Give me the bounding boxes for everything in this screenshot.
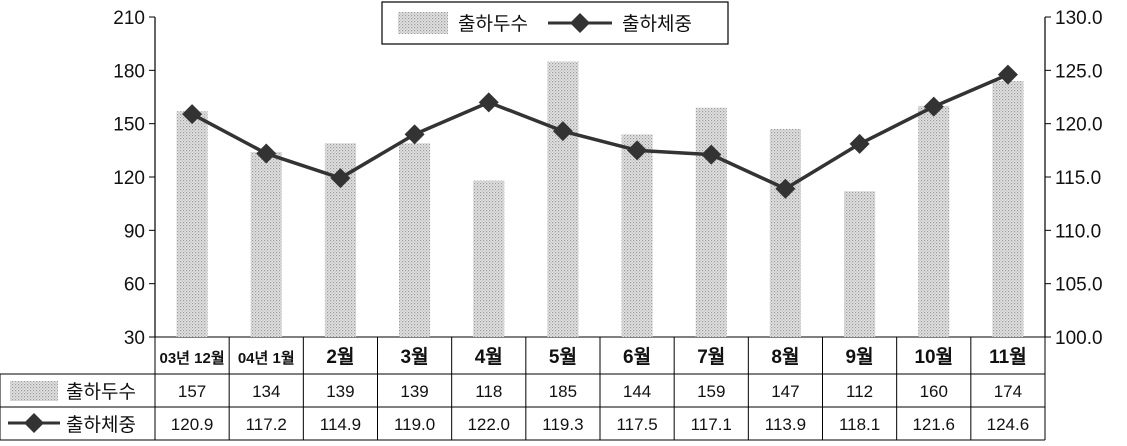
category-labels: 03년 12월 04년 1월 2월 3월 4월 5월 6월 7월 8월 9월 10월 11월 bbox=[160, 337, 1027, 440]
right-tick-label: 120.0 bbox=[1055, 115, 1103, 136]
bar bbox=[769, 129, 801, 337]
bar bbox=[695, 107, 727, 338]
line-point bbox=[701, 144, 722, 165]
bar bbox=[250, 152, 282, 337]
line-point bbox=[478, 92, 499, 113]
row-swatch-marker bbox=[24, 413, 44, 433]
category-label: 9월 bbox=[846, 346, 874, 368]
table-cell: 160 bbox=[920, 382, 948, 401]
table-cell: 185 bbox=[549, 382, 577, 401]
table-cell: 147 bbox=[771, 382, 799, 401]
left-tick-label: 180 bbox=[113, 61, 145, 82]
bar-series bbox=[176, 61, 1024, 338]
table-cell: 117.1 bbox=[691, 415, 732, 434]
bar bbox=[176, 111, 208, 337]
category-label: 03년 12월 bbox=[160, 350, 225, 367]
right-tick-label: 105.0 bbox=[1055, 275, 1103, 296]
line-point bbox=[627, 140, 648, 161]
table-cell: 120.9 bbox=[171, 415, 214, 434]
table-cell: 117.5 bbox=[616, 415, 657, 434]
table-cell: 144 bbox=[623, 382, 651, 401]
line-point bbox=[552, 121, 573, 142]
bar bbox=[547, 61, 579, 337]
category-label: 3월 bbox=[401, 346, 429, 368]
line-point bbox=[404, 124, 425, 145]
bar bbox=[621, 134, 653, 337]
table-cell: 122.0 bbox=[467, 415, 510, 434]
left-tick-label: 90 bbox=[124, 221, 145, 242]
right-tick-label: 100.0 bbox=[1055, 328, 1103, 349]
left-tick-label: 120 bbox=[113, 168, 145, 189]
legend: 출하두수 출하체중 bbox=[381, 1, 729, 45]
bar bbox=[992, 81, 1024, 337]
right-tick-label: 110.0 bbox=[1055, 221, 1101, 242]
category-label: 10월 bbox=[914, 346, 953, 368]
right-axis-ticks: 100.0 105.0 110.0 115.0 120.0 125.0 130.0 bbox=[1045, 8, 1103, 349]
table-cell: 134 bbox=[252, 382, 280, 401]
row-label-bar: 출하두수 bbox=[66, 381, 136, 403]
series-line bbox=[191, 72, 1009, 191]
table-cell: 139 bbox=[326, 382, 354, 401]
category-label: 11월 bbox=[989, 346, 1027, 368]
bar bbox=[844, 191, 876, 337]
right-tick-label: 130.0 bbox=[1055, 8, 1103, 29]
table-cell: 139 bbox=[400, 382, 428, 401]
table-cell: 112 bbox=[846, 382, 873, 401]
left-tick-label: 30 bbox=[124, 328, 145, 349]
table-cell: 124.6 bbox=[987, 415, 1030, 434]
table-cell: 117.2 bbox=[246, 415, 287, 434]
line-series bbox=[182, 64, 1018, 199]
line-point bbox=[330, 168, 351, 189]
table-cell: 159 bbox=[697, 382, 725, 401]
legend-swatch-marker bbox=[570, 13, 590, 33]
table-cells: 157 134 139 139 118 185 144 159 147 112 160 174 120.… bbox=[171, 382, 1029, 434]
line-point bbox=[849, 133, 870, 154]
legend-label-bar: 출하두수 bbox=[458, 13, 528, 35]
left-tick-label: 150 bbox=[113, 115, 145, 136]
category-label: 4월 bbox=[475, 346, 503, 368]
line-point bbox=[775, 178, 796, 199]
right-tick-label: 115.0 bbox=[1055, 168, 1101, 189]
left-tick-label: 60 bbox=[124, 275, 145, 296]
category-label: 5월 bbox=[549, 346, 577, 368]
right-tick-label: 125.0 bbox=[1055, 61, 1103, 82]
table-cell: 121.6 bbox=[912, 415, 955, 434]
table-cell: 119.0 bbox=[394, 415, 435, 434]
table-cell: 157 bbox=[178, 382, 206, 401]
bar bbox=[473, 180, 505, 337]
row-swatch-bar bbox=[10, 381, 58, 401]
table-cell: 118 bbox=[475, 382, 502, 401]
line-point bbox=[256, 143, 277, 164]
bar bbox=[399, 143, 431, 337]
table-cell: 114.9 bbox=[320, 415, 361, 434]
row-label-line: 출하체중 bbox=[66, 414, 136, 436]
bar bbox=[918, 105, 950, 337]
left-axis-ticks: 30 60 90 120 150 180 210 bbox=[113, 8, 155, 349]
left-tick-label: 210 bbox=[113, 8, 145, 29]
table-cell: 174 bbox=[994, 382, 1022, 401]
category-label: 7월 bbox=[697, 346, 725, 368]
category-label: 2월 bbox=[326, 346, 354, 368]
legend-swatch-bar bbox=[398, 12, 448, 34]
table-cell: 113.9 bbox=[765, 415, 806, 434]
legend-label-line: 출하체중 bbox=[622, 13, 692, 35]
category-label: 04년 1월 bbox=[238, 350, 295, 367]
table-cell: 118.1 bbox=[839, 415, 880, 434]
category-label: 6월 bbox=[623, 346, 651, 368]
line-point bbox=[182, 104, 203, 125]
line-point bbox=[997, 64, 1018, 85]
table-cell: 119.3 bbox=[542, 415, 583, 434]
category-label: 8월 bbox=[771, 346, 799, 368]
data-table: 출하두수 출하체중 bbox=[0, 336, 1046, 441]
line-point bbox=[923, 96, 944, 117]
